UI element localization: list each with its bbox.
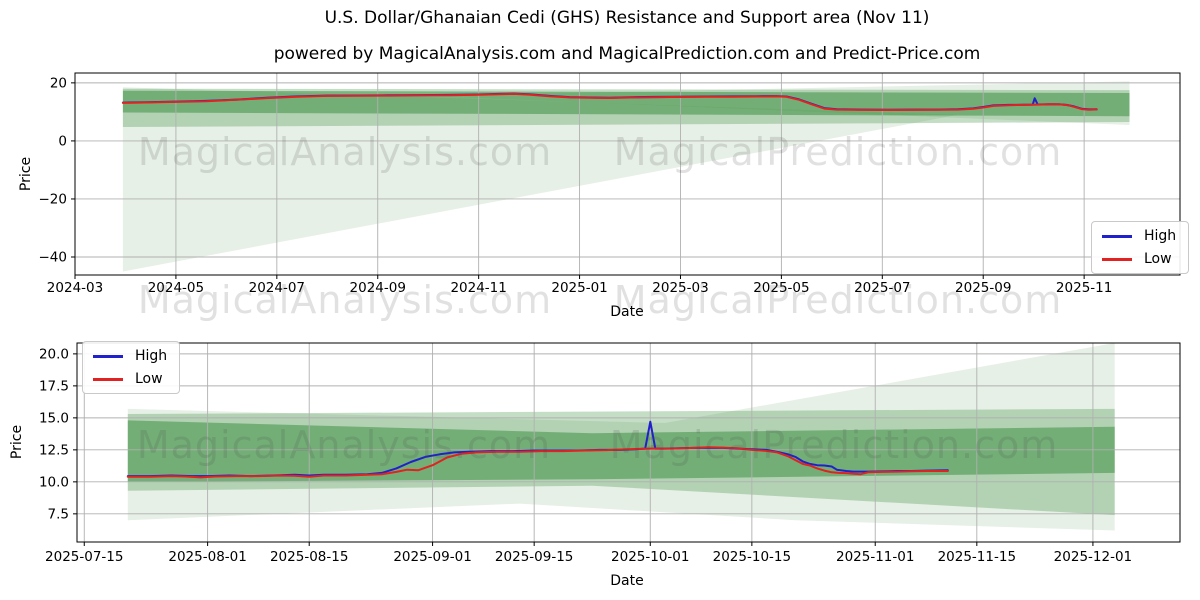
- x-tick-label: 2025-01: [551, 280, 607, 296]
- x-tick-label: 2025-08-15: [270, 549, 348, 565]
- x-tick-label: 2025-07: [854, 280, 910, 296]
- x-axis-label: Date: [610, 573, 643, 589]
- bottom-chart: 2025-07-15 2025-08-01 2025-08-15 2025-09-01…: [9, 342, 1181, 589]
- x-axis-label: Date: [610, 304, 643, 320]
- low-line: [126, 446, 949, 479]
- y-tick-label: −20: [39, 191, 68, 207]
- x-tick-label: 2025-08-01: [168, 549, 246, 565]
- resistance-area-dark: [127, 420, 1115, 482]
- x-tick-label: 2024-03: [47, 280, 103, 296]
- high-line-swatch: [93, 354, 123, 358]
- legend-entry-low: Low: [93, 372, 167, 386]
- support-area-light-left: [122, 87, 958, 272]
- legend-entry-high: High: [93, 349, 167, 363]
- x-tick-label: 2025-09: [955, 280, 1011, 296]
- y-tick-label: 0: [58, 133, 67, 149]
- x-tick-label: 2025-10-01: [611, 549, 689, 565]
- low-line-swatch: [1102, 257, 1132, 261]
- y-tick-label: 12.5: [39, 442, 69, 458]
- x-tick-label: 2025-10-15: [713, 549, 791, 565]
- y-tick-label: −40: [39, 250, 68, 266]
- chart-title: U.S. Dollar/Ghanaian Cedi (GHS) Resistan…: [324, 8, 930, 28]
- axes-frame: [76, 342, 1181, 543]
- legend-entry-low: Low: [1102, 252, 1176, 266]
- legend-bottom-chart: High Low: [82, 341, 181, 394]
- x-tick-label: 2025-07-15: [45, 549, 123, 565]
- y-tick-label: 10.0: [39, 474, 69, 490]
- top-chart: 2024-03 2024-05 2024-07 2024-09 2024-11 2025-…: [18, 72, 1181, 320]
- x-tick-label: 2024-11: [450, 280, 506, 296]
- high-line-swatch: [1102, 234, 1132, 238]
- x-tick-label: 2025-11: [1056, 280, 1112, 296]
- x-tick-label: 2024-07: [249, 280, 305, 296]
- x-tick-label: 2025-05: [753, 280, 809, 296]
- legend-entry-high: High: [1102, 229, 1176, 243]
- x-tick-label: 2025-12-01: [1054, 549, 1132, 565]
- y-tick-label: 20.0: [39, 346, 69, 362]
- chart-subtitle: powered by MagicalAnalysis.com and Magic…: [273, 44, 981, 64]
- legend-high-label: High: [1144, 228, 1177, 244]
- x-tick-label: 2025-11-15: [938, 549, 1016, 565]
- y-tick-label: 15.0: [39, 410, 69, 426]
- x-tick-label: 2025-03: [652, 280, 708, 296]
- y-axis-label: Price: [18, 157, 34, 191]
- x-tick-label: 2025-09-01: [393, 549, 471, 565]
- legend-top-chart: High Low: [1091, 221, 1190, 274]
- resistance-area-dark: [122, 90, 1130, 117]
- y-tick-label: 7.5: [48, 506, 69, 522]
- x-tick-label: 2024-05: [148, 280, 204, 296]
- y-tick-label: 17.5: [39, 378, 69, 394]
- y-axis-label: Price: [9, 425, 25, 459]
- legend-high-label: High: [135, 348, 168, 364]
- y-tick-label: 20: [50, 75, 67, 91]
- low-line: [121, 92, 1098, 111]
- x-tick-label: 2025-09-15: [495, 549, 573, 565]
- axes-frame: [74, 72, 1181, 276]
- x-tick-label: 2025-11-01: [836, 549, 914, 565]
- low-line-swatch: [93, 377, 123, 381]
- legend-low-label: Low: [1144, 251, 1172, 267]
- x-tick-label: 2024-09: [350, 280, 406, 296]
- legend-low-label: Low: [135, 371, 163, 387]
